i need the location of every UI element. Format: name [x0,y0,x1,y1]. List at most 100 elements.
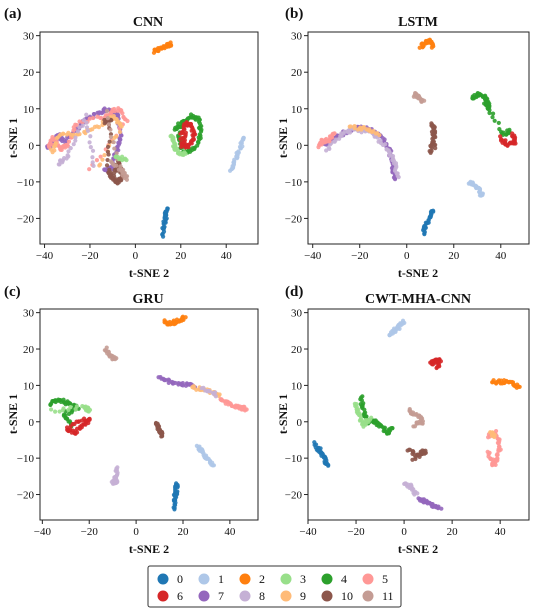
point-class-4 [358,397,363,402]
point-class-10 [410,457,415,462]
x-tick-label-a: 40 [221,250,233,262]
point-class-6 [191,127,196,133]
point-class-10 [433,146,438,151]
legend-label-6: 6 [177,589,183,603]
y-axis-label-c: t-SNE 1 [6,394,20,434]
x-tick-label-b: −40 [304,250,322,262]
point-class-11 [116,167,121,172]
x-tick-label-a: −40 [36,250,54,262]
point-class-10 [432,142,437,147]
point-class-5 [65,142,70,147]
point-class-4 [172,127,177,132]
legend-marker-7 [198,590,210,602]
point-class-6 [180,130,185,135]
point-class-2 [517,384,522,390]
y-tick-label-c: −20 [17,490,35,502]
point-class-8 [73,138,78,143]
point-class-8 [90,148,96,153]
point-class-9 [112,135,117,140]
point-class-0 [164,208,169,214]
x-tick-label-c: 0 [133,526,139,538]
legend-marker-9 [280,590,292,602]
x-tick-label-c: 40 [224,526,236,538]
point-class-8 [324,148,329,153]
point-class-11 [118,164,123,169]
point-class-9 [352,124,357,129]
point-class-4 [61,412,67,417]
point-class-3 [182,150,187,155]
point-class-8 [84,120,89,125]
scatter-points-b [316,37,518,237]
point-class-8 [90,155,95,160]
x-tick-label-d: 40 [495,526,507,538]
point-class-11 [106,349,111,354]
y-tick-label-c: 10 [23,380,35,392]
legend-label-0: 0 [177,572,183,586]
y-tick-label-d: 30 [291,308,303,320]
point-class-10 [108,172,113,177]
point-class-8 [66,149,71,154]
point-class-8 [87,140,92,145]
point-class-3 [53,409,58,414]
point-class-1 [478,193,484,198]
legend-marker-10 [321,590,333,602]
point-class-3 [363,422,368,427]
x-tick-label-d: −40 [299,526,317,538]
point-class-2 [183,315,188,320]
point-class-3 [68,405,73,410]
point-class-0 [422,231,427,236]
y-tick-label-b: 10 [291,104,303,116]
y-tick-label-d: −20 [285,490,303,502]
point-class-10 [433,135,438,140]
point-class-11 [422,98,427,103]
point-class-9 [97,163,102,168]
point-class-10 [109,118,114,123]
point-class-10 [416,453,421,458]
point-class-4 [490,115,495,120]
y-tick-label-d: 20 [291,344,303,356]
point-class-8 [66,154,71,159]
point-class-10 [429,148,434,154]
legend-label-3: 3 [300,572,306,586]
legend-label-9: 9 [300,589,306,603]
point-class-3 [57,409,62,414]
point-class-7 [117,137,123,142]
point-class-10 [104,163,110,168]
point-class-9 [119,124,124,129]
point-class-6 [510,133,515,139]
legend: 0 1 2 3 4 5 6 7 8 9 10 11 [147,565,402,608]
point-class-4 [487,110,492,116]
point-class-5 [90,115,96,121]
point-class-9 [100,157,105,162]
point-class-2 [491,378,496,383]
point-class-9 [117,129,123,135]
point-class-0 [173,487,178,493]
point-class-11 [112,146,117,151]
point-class-9 [348,124,353,129]
point-class-10 [155,424,160,429]
y-tick-label-d: 10 [291,380,303,392]
y-tick-label-c: 20 [23,344,35,356]
point-class-8 [77,125,82,130]
point-class-10 [107,139,112,144]
point-class-5 [329,134,334,140]
point-class-3 [358,413,363,418]
x-tick-label-b: 0 [404,250,410,262]
point-class-5 [94,158,100,163]
x-tick-label-c: −40 [34,526,52,538]
y-tick-label-d: −10 [285,453,303,465]
legend-marker-2 [239,573,251,585]
point-class-9 [102,153,107,158]
point-class-0 [320,451,325,456]
point-class-5 [327,138,332,143]
x-tick-label-d: 0 [401,526,407,538]
point-class-9 [48,147,54,152]
point-class-6 [434,365,439,371]
point-class-8 [415,491,420,496]
point-class-10 [156,428,162,433]
point-class-0 [174,482,179,488]
point-class-8 [88,145,93,150]
legend-marker-11 [362,590,374,602]
panel-letter-a: (a) [4,6,22,22]
